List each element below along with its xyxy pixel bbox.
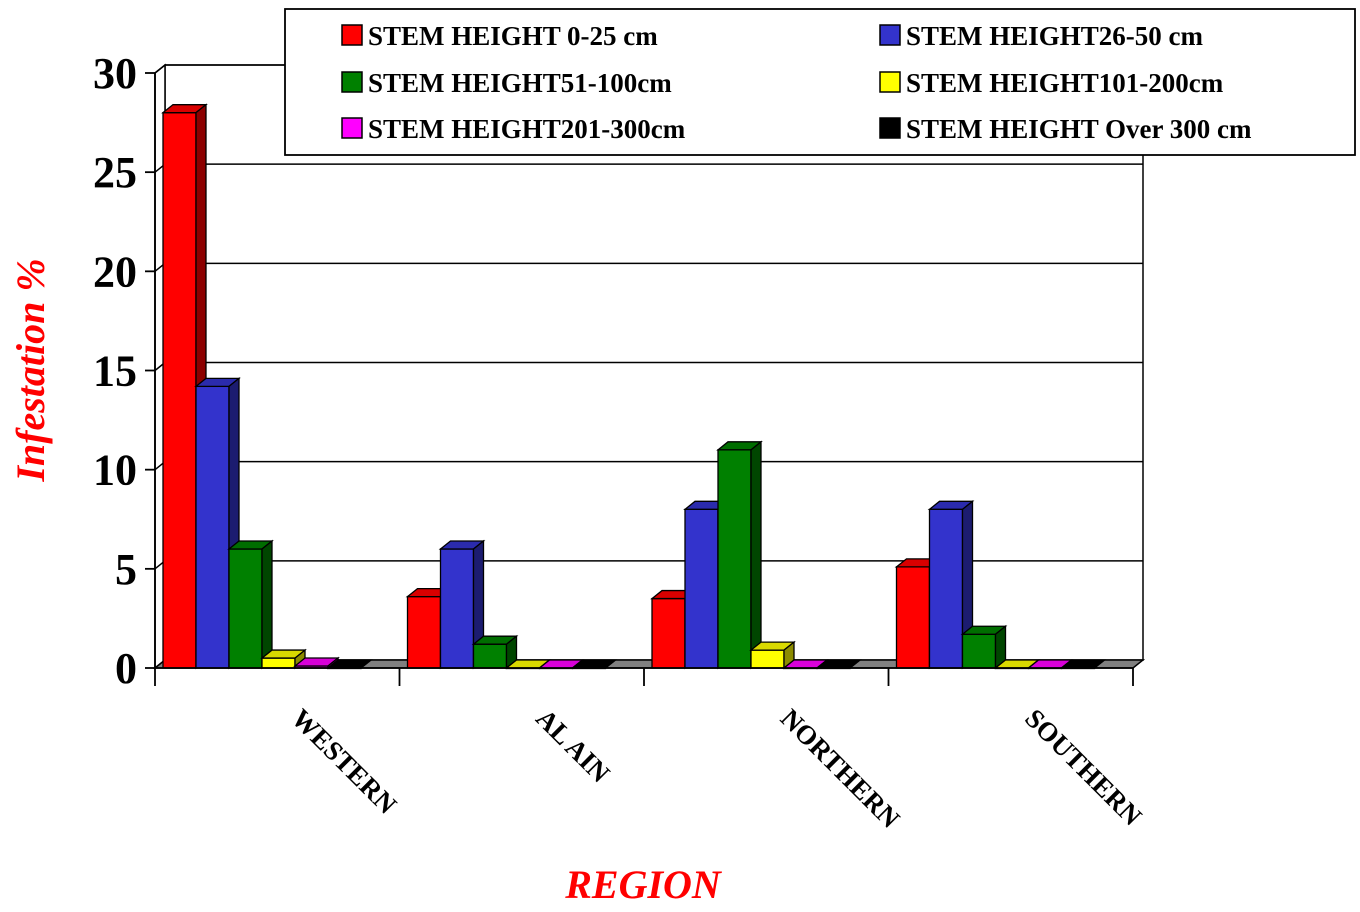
legend-item: STEM HEIGHT26-50 cm (879, 21, 1204, 51)
y-tick-label: 25 (93, 148, 137, 197)
bar-front (750, 649, 785, 669)
legend-swatch (879, 71, 901, 93)
x-axis-label: REGION (564, 862, 723, 907)
bar-side (849, 659, 861, 669)
bar-side (261, 539, 273, 670)
bar (438, 539, 486, 670)
bar-side (1094, 659, 1105, 669)
bar-front (961, 633, 997, 669)
legend-item: STEM HEIGHT51-100cm (341, 68, 672, 98)
bar-front (472, 643, 508, 669)
bar-front (162, 112, 197, 669)
x-tick-label: AL AIN (530, 703, 616, 789)
x-tick-label: SOUTHERN (1019, 703, 1148, 832)
legend-item: STEM HEIGHT 0-25 cm (341, 21, 658, 51)
bar (927, 499, 975, 670)
bar (749, 640, 796, 670)
bar-front (195, 385, 230, 669)
legend-label: STEM HEIGHT201-300cm (368, 114, 686, 144)
bar (471, 634, 519, 670)
bar (227, 539, 274, 670)
legend-item: STEM HEIGHT101-200cm (879, 68, 1224, 98)
legend-label: STEM HEIGHT Over 300 cm (906, 114, 1252, 144)
bar-front (651, 597, 686, 669)
bar (960, 624, 1008, 670)
bar-side (605, 659, 616, 669)
legend-label: STEM HEIGHT26-50 cm (906, 21, 1204, 51)
x-tick-label: WESTERN (286, 703, 403, 820)
bar-side (360, 659, 372, 669)
bar-side (750, 440, 762, 670)
legend-label: STEM HEIGHT101-200cm (906, 68, 1224, 98)
legend-box (284, 8, 1356, 156)
y-tick-label: 20 (93, 247, 137, 296)
y-tick-label: 10 (93, 446, 137, 495)
y-tick-label: 0 (115, 644, 137, 693)
bar-front (439, 548, 475, 669)
bar-front (406, 595, 442, 669)
legend: STEM HEIGHT 0-25 cm STEM HEIGHT26-50 cm ST… (284, 8, 1356, 156)
legend-swatch (341, 71, 363, 93)
legend-swatch (879, 117, 901, 139)
bar-front (928, 508, 964, 669)
bar-front (717, 449, 752, 669)
bar (716, 440, 763, 670)
legend-swatch (879, 24, 901, 46)
gridline-side (154, 64, 166, 74)
x-tick-label: NORTHERN (775, 703, 906, 834)
y-tick-label: 30 (93, 49, 137, 98)
legend-swatch (341, 24, 363, 46)
legend-item: STEM HEIGHT201-300cm (341, 114, 686, 144)
bar-front (261, 657, 296, 669)
y-tick-label: 15 (93, 347, 137, 396)
legend-item: STEM HEIGHT Over 300 cm (879, 114, 1252, 144)
bar-front (228, 548, 263, 669)
y-axis-label: Infestation % (8, 258, 53, 482)
legend-swatch (341, 117, 363, 139)
y-tick-label: 5 (115, 545, 137, 594)
bar-front (895, 566, 931, 669)
legend-label: STEM HEIGHT 0-25 cm (368, 21, 658, 51)
bar-front (684, 508, 719, 669)
legend-label: STEM HEIGHT51-100cm (368, 68, 672, 98)
